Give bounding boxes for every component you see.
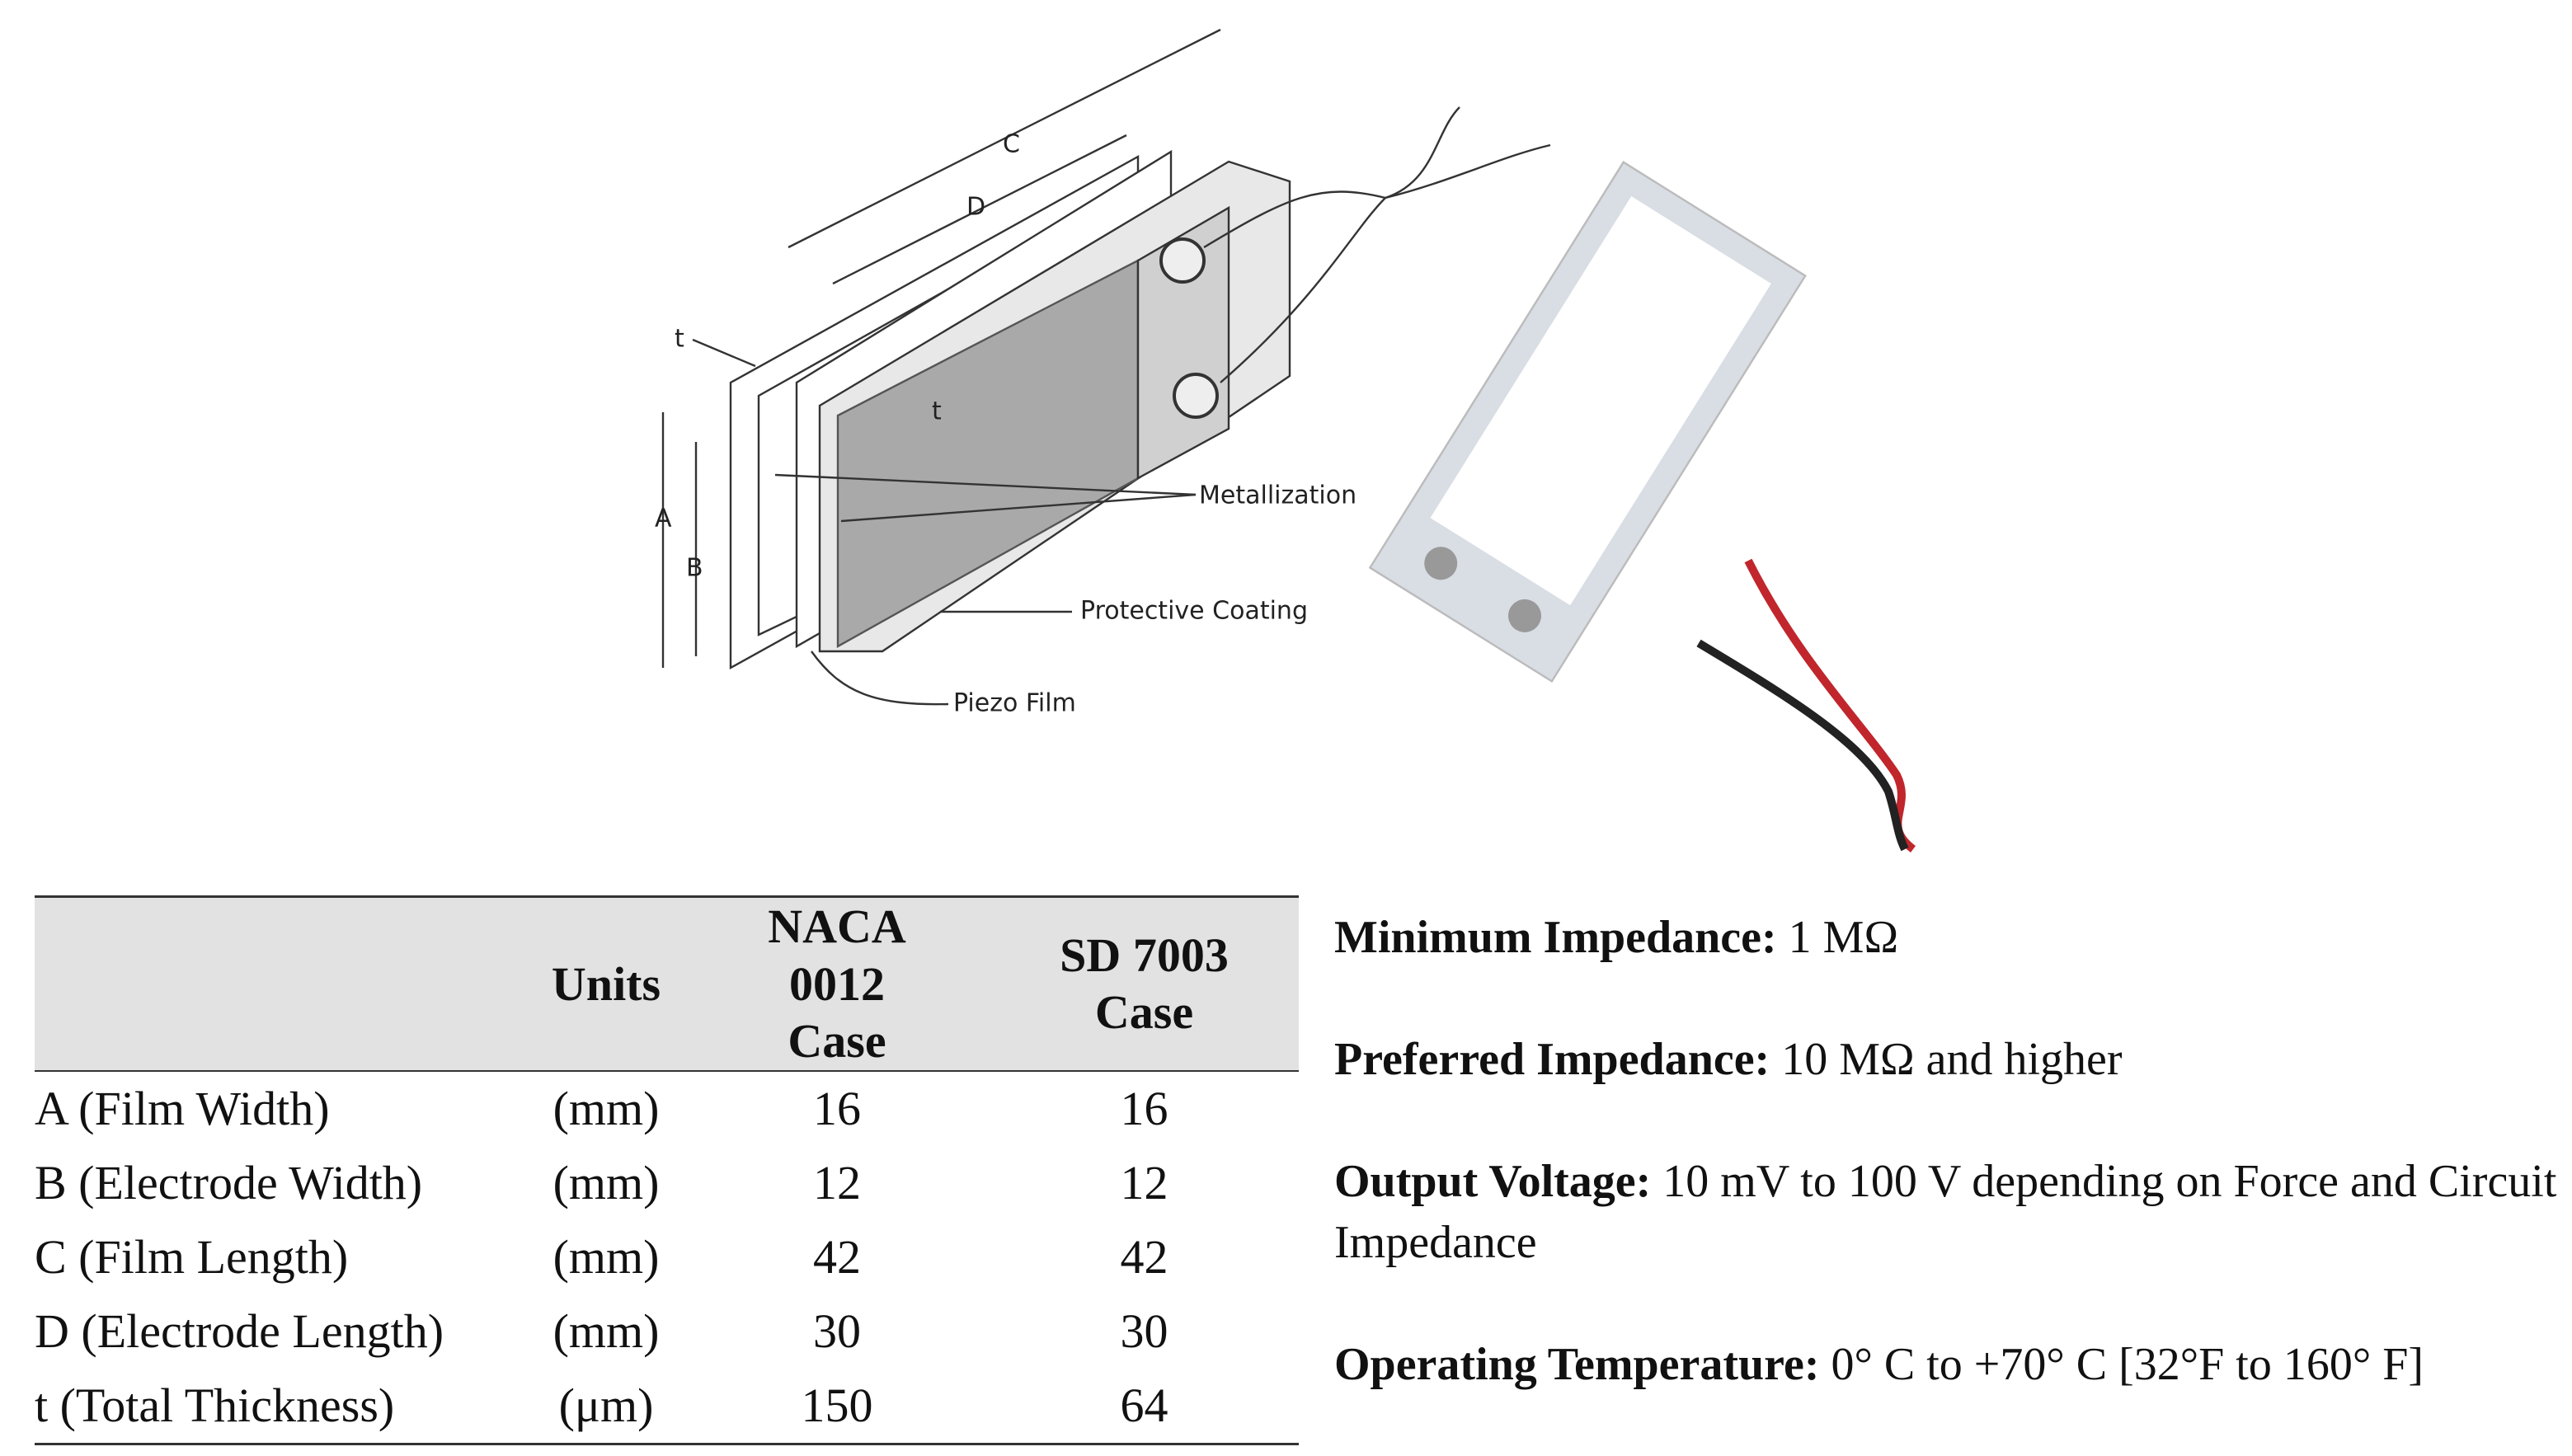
terminal [1159, 237, 1206, 284]
terminal [1173, 373, 1219, 419]
table-cell: 12 [1120, 1156, 1168, 1210]
table-cell: 30 [813, 1304, 861, 1359]
header-cell: Units [528, 896, 684, 1071]
header-cell: NACA 0012 Case [684, 896, 990, 1071]
leader [840, 493, 1197, 523]
spec-line: Minimum Impedance: 1 MΩ [1334, 907, 2563, 968]
terminal [1424, 547, 1458, 580]
spec-label: Output Voltage: [1334, 1156, 1652, 1207]
specs: Minimum Impedance: 1 MΩ Preferred Impedanc… [1334, 907, 2563, 1456]
leader [692, 338, 756, 368]
label: Piezo Film [953, 689, 1076, 718]
dimension-line [832, 134, 1127, 285]
header-cell: SD 7003 Case [990, 896, 1299, 1071]
spec-line: Preferred Impedance: 10 MΩ and higher [1334, 1029, 2563, 1090]
dimension-line [788, 28, 1221, 249]
spec-text: 10 mV to 100 V depending on Force and Ci… [1334, 1156, 2557, 1268]
table-cell: 42 [1120, 1230, 1168, 1285]
table-cell: (mm) [552, 1082, 660, 1136]
wire [1203, 106, 1460, 249]
spec-label: Preferred Impedance: [1334, 1034, 1770, 1085]
table-row: B (Electrode Width) (mm) 12 12 [35, 1146, 1299, 1220]
table-cell: 12 [813, 1156, 861, 1210]
label: B [686, 554, 703, 583]
table-cell: C (Film Length) [35, 1230, 349, 1285]
wire [1220, 143, 1551, 383]
spec-text: 1 MΩ [1788, 912, 1899, 963]
label: D [966, 193, 985, 222]
table-cell: (mm) [552, 1304, 660, 1359]
leader [774, 473, 1197, 496]
table-cell: D (Electrode Length) [35, 1304, 444, 1359]
spec-line: Operating Temperature: 0° C to +70° C [32… [1334, 1334, 2563, 1395]
header-cell [35, 896, 528, 1071]
terminal [1508, 599, 1542, 632]
table-cell: 30 [1120, 1304, 1168, 1359]
table-cell: 64 [1120, 1379, 1168, 1433]
leader [811, 651, 949, 706]
header-row: Units NACA 0012 Case SD 7003 Case [35, 896, 1299, 1071]
spec-label: Operating Temperature: [1334, 1339, 1820, 1390]
spec-label: Minimum Impedance: [1334, 912, 1777, 963]
label: A [655, 505, 672, 533]
table-cell: 150 [801, 1379, 873, 1433]
spec-text: 10 MΩ and higher [1781, 1034, 2123, 1085]
table-cell: t (Total Thickness) [35, 1379, 395, 1433]
sensor-logo: MEAS [1673, 494, 1718, 549]
table-cell: 42 [813, 1230, 861, 1285]
table-cell: (μm) [558, 1379, 654, 1433]
table-cell: 16 [813, 1082, 861, 1136]
diagram [661, 28, 1916, 852]
table-cell: A (Film Width) [35, 1082, 330, 1136]
label: t [675, 325, 684, 354]
table-row: A (Film Width) (mm) 16 16 [35, 1071, 1299, 1146]
spec-line: Output Voltage: 10 mV to 100 V depending … [1334, 1151, 2563, 1273]
table-cell: B (Electrode Width) [35, 1156, 423, 1210]
figure: C D t t A B Metallization Protective Coa… [655, 28, 1916, 852]
table-row: C (Film Length) (mm) 42 42 [35, 1220, 1299, 1294]
spec-table: Units NACA 0012 Case SD 7003 Case A (Film … [35, 895, 1299, 1445]
table-cell: (mm) [552, 1156, 660, 1210]
label: Protective Coating [1080, 597, 1308, 626]
table-row: t (Total Thickness) (μm) 150 64 [35, 1369, 1299, 1444]
label: Metallization [1199, 481, 1357, 510]
table-cell: (mm) [552, 1230, 660, 1285]
spec-text: 0° C to +70° C [32°F to 160° F] [1831, 1339, 2424, 1390]
black-wire [1696, 639, 1909, 852]
label: C [1003, 130, 1020, 159]
label: t [932, 397, 942, 426]
table-cell: 16 [1120, 1082, 1168, 1136]
diagram-labels: C D t t A B Metallization Protective Coa… [655, 130, 1718, 718]
sensor-window [1430, 196, 1771, 606]
sensor-photo [1368, 161, 1807, 683]
table-row: D (Electrode Length) (mm) 30 30 [35, 1294, 1299, 1369]
